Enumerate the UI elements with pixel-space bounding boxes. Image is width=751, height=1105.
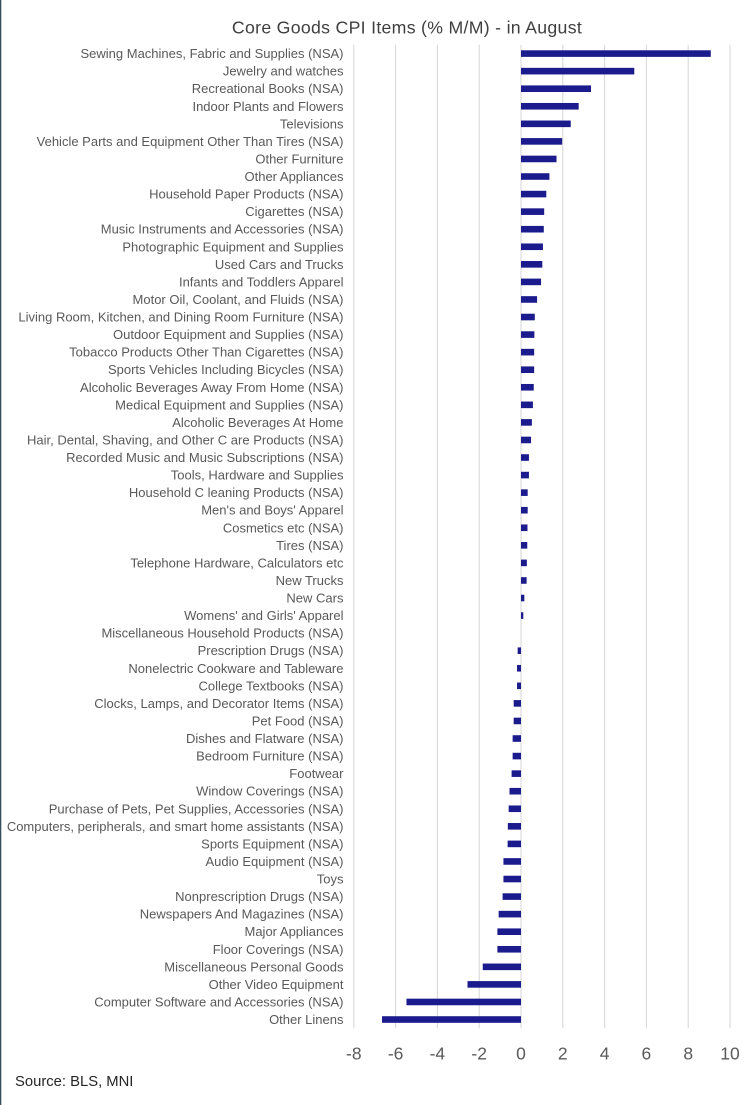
svg-text:Infants and Toddlers Apparel: Infants and Toddlers Apparel [179, 274, 344, 289]
svg-text:Other Furniture: Other Furniture [255, 151, 343, 166]
svg-text:Telephone Hardware, Calculator: Telephone Hardware, Calculators etc [130, 555, 344, 570]
svg-text:Computers, peripherals, and sm: Computers, peripherals, and smart home a… [7, 819, 344, 834]
svg-text:Household C leaning Products (: Household C leaning Products (NSA) [129, 485, 344, 500]
svg-text:Toys: Toys [317, 872, 344, 887]
svg-text:Womens' and Girls' Apparel: Womens' and Girls' Apparel [184, 608, 343, 623]
svg-text:Floor Coverings (NSA): Floor Coverings (NSA) [213, 942, 344, 957]
svg-text:0: 0 [516, 1044, 526, 1064]
svg-text:Vehicle Parts and Equipment Ot: Vehicle Parts and Equipment Other Than T… [37, 134, 344, 149]
svg-text:Other Linens: Other Linens [269, 1012, 344, 1027]
svg-text:Window Coverings (NSA): Window Coverings (NSA) [196, 784, 343, 799]
svg-text:Computer Software and Accessor: Computer Software and Accessories (NSA) [94, 994, 343, 1009]
svg-text:Recorded Music and Music Subsc: Recorded Music and Music Subscriptions (… [66, 450, 343, 465]
svg-text:Living Room, Kitchen, and Dini: Living Room, Kitchen, and Dining Room Fu… [18, 310, 343, 325]
svg-text:Household Paper Products (NSA): Household Paper Products (NSA) [149, 187, 343, 202]
svg-text:Clocks, Lamps, and Decorator I: Clocks, Lamps, and Decorator Items (NSA) [94, 696, 343, 711]
svg-text:6: 6 [642, 1044, 652, 1064]
svg-text:Tools, Hardware and Supplies: Tools, Hardware and Supplies [171, 468, 344, 483]
svg-text:Medical Equipment and Supplies: Medical Equipment and Supplies (NSA) [115, 397, 343, 412]
svg-text:New Cars: New Cars [286, 591, 344, 606]
svg-text:Core Goods CPI Items (% M/M) -: Core Goods CPI Items (% M/M) - in August [232, 18, 582, 38]
svg-text:Miscellaneous Household Produc: Miscellaneous Household Products (NSA) [101, 626, 343, 641]
svg-text:Prescription Drugs (NSA): Prescription Drugs (NSA) [198, 643, 344, 658]
svg-text:Recreational Books (NSA): Recreational Books (NSA) [192, 81, 344, 96]
svg-text:Source: BLS, MNI: Source: BLS, MNI [15, 1074, 133, 1090]
svg-text:Sewing Machines, Fabric and Su: Sewing Machines, Fabric and Supplies (NS… [80, 46, 343, 61]
svg-text:College Textbooks (NSA): College Textbooks (NSA) [199, 678, 344, 693]
svg-text:Pet Food (NSA): Pet Food (NSA) [252, 713, 344, 728]
svg-text:8: 8 [683, 1044, 693, 1064]
svg-text:-8: -8 [346, 1044, 362, 1064]
svg-text:Cosmetics etc (NSA): Cosmetics etc (NSA) [223, 520, 344, 535]
svg-text:Televisions: Televisions [280, 116, 344, 131]
svg-text:Cigarettes (NSA): Cigarettes (NSA) [245, 204, 343, 219]
svg-text:Nonprescription Drugs (NSA): Nonprescription Drugs (NSA) [175, 889, 343, 904]
svg-text:Hair, Dental, Shaving, and Oth: Hair, Dental, Shaving, and Other C are P… [27, 432, 343, 447]
svg-text:-2: -2 [471, 1044, 487, 1064]
svg-text:New Trucks: New Trucks [276, 573, 344, 588]
svg-text:Audio Equipment (NSA): Audio Equipment (NSA) [205, 854, 343, 869]
svg-text:Used Cars and Trucks: Used Cars and Trucks [215, 257, 344, 272]
svg-text:Dishes and Flatware (NSA): Dishes and Flatware (NSA) [186, 731, 344, 746]
svg-text:Footwear: Footwear [289, 766, 344, 781]
svg-text:Men's and Boys' Apparel: Men's and Boys' Apparel [201, 503, 343, 518]
svg-text:Music Instruments and Accessor: Music Instruments and Accessories (NSA) [101, 222, 344, 237]
svg-text:-4: -4 [430, 1044, 446, 1064]
svg-text:Miscellaneous Personal Goods: Miscellaneous Personal Goods [164, 959, 344, 974]
svg-text:Nonelectric Cookware and Table: Nonelectric Cookware and Tableware [128, 661, 343, 676]
svg-text:Jewelry and watches: Jewelry and watches [223, 64, 344, 79]
svg-text:Newspapers And Magazines (NSA): Newspapers And Magazines (NSA) [140, 907, 344, 922]
svg-text:Alcoholic Beverages Away From: Alcoholic Beverages Away From Home (NSA) [80, 380, 343, 395]
svg-text:4: 4 [600, 1044, 610, 1064]
svg-text:10: 10 [720, 1044, 740, 1064]
svg-text:Sports Vehicles Including Bicy: Sports Vehicles Including Bicycles (NSA) [108, 362, 344, 377]
svg-text:Photographic Equipment and Sup: Photographic Equipment and Supplies [122, 239, 344, 254]
svg-text:Tires (NSA): Tires (NSA) [276, 538, 343, 553]
svg-text:Outdoor Equipment and Supplies: Outdoor Equipment and Supplies (NSA) [113, 327, 344, 342]
svg-text:Other Appliances: Other Appliances [244, 169, 344, 184]
svg-text:-6: -6 [388, 1044, 404, 1064]
svg-text:2: 2 [558, 1044, 568, 1064]
svg-text:Other Video Equipment: Other Video Equipment [209, 977, 344, 992]
svg-text:Tobacco Products Other Than Ci: Tobacco Products Other Than Cigarettes (… [69, 345, 343, 360]
svg-text:Bedroom Furniture (NSA): Bedroom Furniture (NSA) [196, 749, 343, 764]
svg-text:Major Appliances: Major Appliances [245, 924, 344, 939]
svg-text:Motor Oil, Coolant, and Fluids: Motor Oil, Coolant, and Fluids (NSA) [133, 292, 344, 307]
svg-text:Sports Equipment (NSA): Sports Equipment (NSA) [201, 836, 343, 851]
svg-text:Alcoholic Beverages At Home: Alcoholic Beverages At Home [172, 415, 343, 430]
svg-text:Purchase of Pets, Pet Supplies: Purchase of Pets, Pet Supplies, Accessor… [49, 801, 344, 816]
svg-text:Indoor Plants and Flowers: Indoor Plants and Flowers [192, 99, 344, 114]
